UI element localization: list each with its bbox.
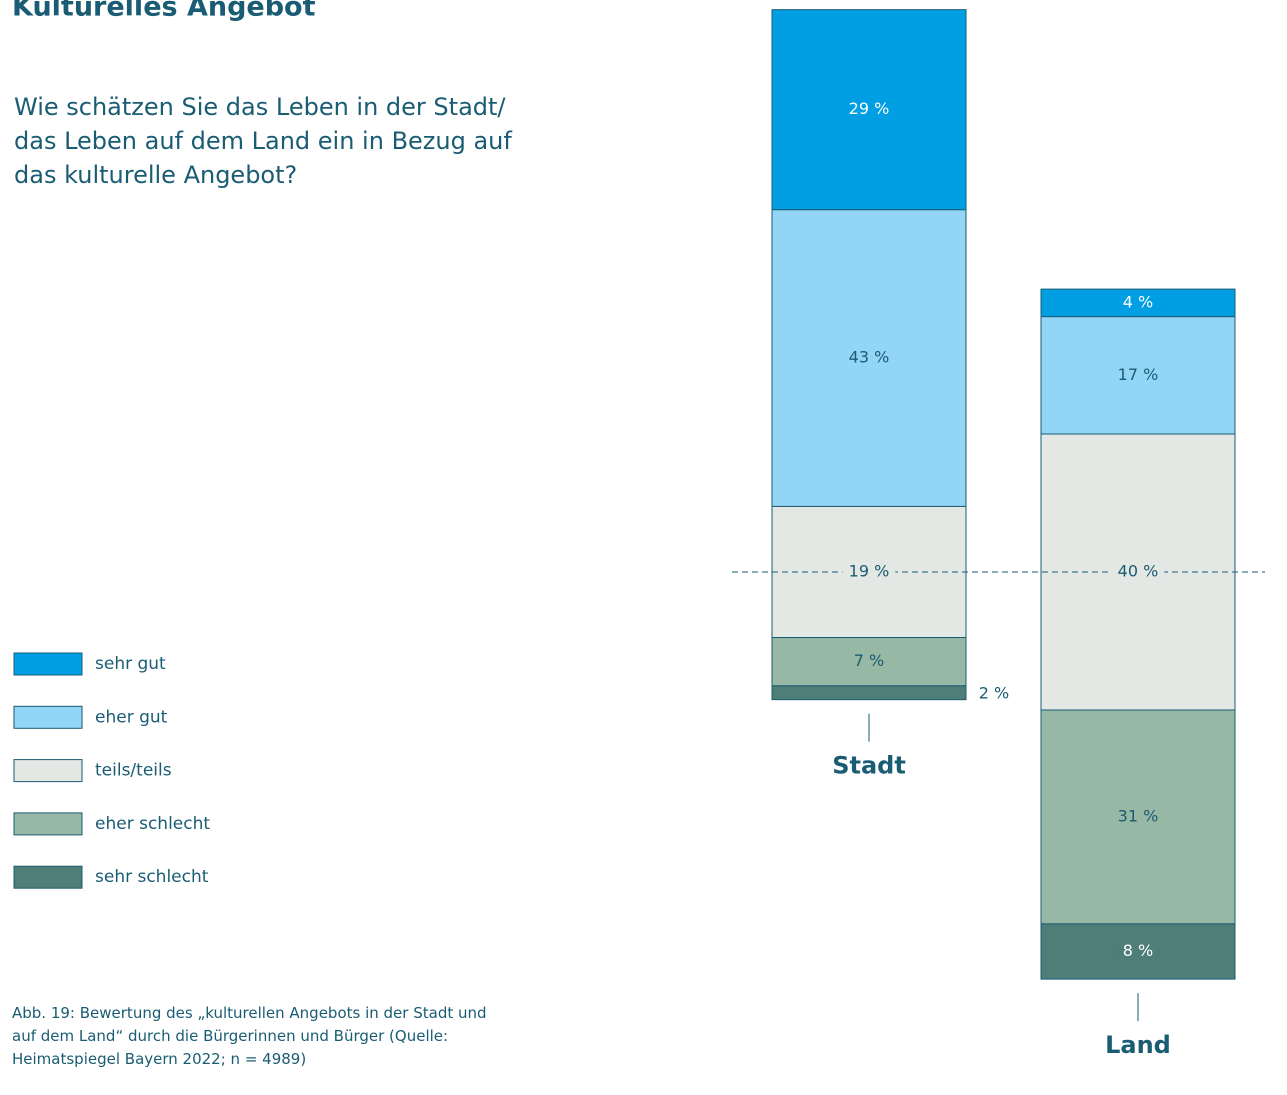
legend-label: eher schlecht [95,814,210,834]
label-bg [842,561,896,581]
label-bg [1111,561,1165,581]
value-label: 2 % [979,683,1009,702]
chart-title: Kulturelles Angebot [12,0,316,23]
value-label: 7 % [854,651,884,670]
category-label: Stadt [832,752,906,780]
legend-label: sehr gut [95,654,166,674]
legend-swatch [13,759,83,783]
legend-swatch [13,652,83,676]
value-label: 43 % [849,348,890,367]
label-bg [847,651,891,671]
caption: Abb. 19: Bewertung des „kulturellen Ange… [12,1004,487,1068]
legend-label: sehr schlecht [95,867,209,887]
label-bg [1111,806,1165,826]
legend-swatch [13,812,83,836]
label-bg [972,683,1016,703]
label-bg [1116,292,1160,312]
legend-swatch [13,705,83,729]
category-label: Land [1105,1031,1171,1059]
subtitle: Wie schätzen Sie das Leben in der Stadt/… [14,93,512,189]
legend-label: eher gut [95,707,168,727]
value-label: 40 % [1118,562,1159,581]
value-label: 17 % [1118,365,1159,384]
label-bg [1116,941,1160,960]
bar-segment [771,685,967,701]
value-label: 31 % [1118,806,1159,825]
value-label: 29 % [849,99,890,118]
label-bg [1111,364,1165,384]
value-label: 8 % [1123,941,1153,960]
label-bg [842,99,896,119]
value-label: 4 % [1123,292,1153,311]
label-bg [842,347,896,367]
value-label: 19 % [849,562,890,581]
legend-swatch [13,865,83,889]
legend-label: teils/teils [95,761,172,781]
